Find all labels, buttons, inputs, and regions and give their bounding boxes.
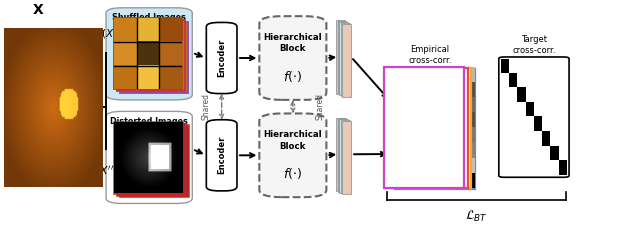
Bar [340, 120, 349, 194]
FancyBboxPatch shape [259, 16, 326, 100]
Text: $\mathcal{C}$: $\mathcal{C}$ [426, 70, 435, 83]
Bar [120, 125, 188, 196]
Text: Shuffled Images: Shuffled Images [112, 13, 186, 22]
Bar [337, 21, 346, 94]
Bar [396, 69, 475, 189]
Bar [336, 118, 345, 191]
Bar [336, 20, 345, 94]
Bar [114, 18, 182, 89]
Text: Shared: Shared [201, 93, 210, 120]
Bar [384, 68, 464, 188]
Text: $f(\cdot)$: $f(\cdot)$ [284, 166, 302, 181]
FancyBboxPatch shape [106, 111, 192, 203]
Text: Encoder: Encoder [217, 136, 226, 175]
FancyBboxPatch shape [106, 8, 192, 100]
Bar [392, 68, 471, 189]
Text: $\mathbf{X}$: $\mathbf{X}$ [33, 3, 45, 17]
FancyBboxPatch shape [206, 22, 237, 94]
Text: $f(\cdot)$: $f(\cdot)$ [284, 69, 302, 84]
Bar [117, 20, 185, 91]
Bar [117, 124, 185, 195]
Bar [339, 22, 348, 95]
Text: Shared: Shared [315, 93, 324, 120]
Text: $X''$: $X''$ [99, 164, 113, 177]
FancyBboxPatch shape [499, 57, 569, 177]
Text: Hierarchical
Block: Hierarchical Block [264, 33, 322, 53]
Text: Encoder: Encoder [217, 39, 226, 77]
Bar [342, 24, 351, 97]
Text: Empirical
cross-corr.: Empirical cross-corr. [408, 45, 452, 65]
Bar [342, 121, 351, 194]
Text: Distorted Images: Distorted Images [110, 117, 188, 126]
Bar [340, 23, 349, 96]
Bar [120, 22, 188, 93]
Bar [388, 68, 467, 188]
Bar [337, 119, 346, 192]
Text: $\mathcal{I}$: $\mathcal{I}$ [529, 59, 539, 72]
Text: Target
cross-corr.: Target cross-corr. [512, 35, 556, 55]
FancyBboxPatch shape [206, 120, 237, 191]
Bar [339, 119, 348, 193]
Text: $\mathcal{L}_{BT}$: $\mathcal{L}_{BT}$ [465, 209, 488, 224]
Text: $\mathcal{J}(X)$: $\mathcal{J}(X)$ [95, 27, 118, 40]
Bar [114, 122, 182, 193]
Text: Hierarchical
Block: Hierarchical Block [264, 130, 322, 151]
FancyBboxPatch shape [259, 113, 326, 197]
